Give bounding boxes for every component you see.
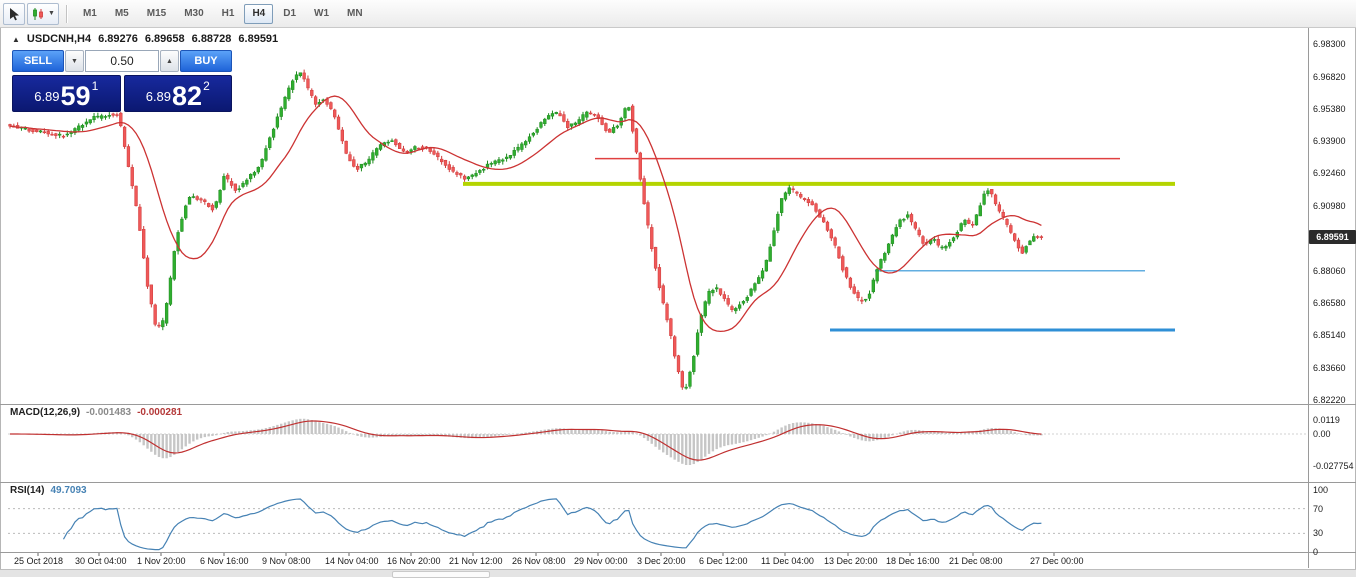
ma-line [9,95,1042,333]
one-click-toggle-icon[interactable]: ▲ [12,34,20,44]
candlesticks [8,69,1044,390]
buy-button[interactable]: BUY [180,50,232,72]
chart-type-dropdown[interactable]: ▼ [27,2,59,25]
timeframe-button-m1[interactable]: M1 [75,4,105,24]
volume-input[interactable] [85,50,159,72]
macd-value: -0.001483 [86,407,132,418]
timeframe-button-mn[interactable]: MN [339,4,371,24]
one-click-trading-panel: SELL ▼ ▲ BUY 6.89 59 1 6.89 82 2 [12,50,232,112]
macd-indicator [8,418,1306,465]
macd-name: MACD(12,26,9) [10,407,81,418]
chart-canvas[interactable] [0,28,1356,577]
ohlc-header: ▲ USDCNH,H4 6.89276 6.89658 6.88728 6.89… [12,33,278,45]
window-bottom-edge [0,569,1356,578]
symbol-timeframe-label: USDCNH,H4 [26,33,92,45]
toolbar-separator [65,4,67,23]
candlestick-chart-icon [31,7,45,21]
timeframe-button-w1[interactable]: W1 [306,4,337,24]
buy-price-big: 82 [172,81,203,112]
macd-label: MACD(12,26,9) -0.001483 -0.000281 [10,407,182,418]
cursor-tool-button[interactable] [3,2,25,25]
cursor-icon [8,7,21,21]
timeframe-button-m15[interactable]: M15 [139,4,174,24]
close-value: 6.89591 [238,33,279,45]
sell-button[interactable]: SELL [12,50,64,72]
timeframe-button-h4[interactable]: H4 [244,3,274,24]
sell-price-big: 59 [60,81,91,112]
sell-price-sup: 1 [91,79,99,93]
buy-price-display[interactable]: 6.89 82 2 [123,75,232,112]
sell-price-display[interactable]: 6.89 59 1 [12,75,121,112]
timeframe-button-d1[interactable]: D1 [275,4,304,24]
rsi-indicator [8,498,1306,551]
chevron-down-icon: ▼ [48,10,55,17]
timeframe-button-m5[interactable]: M5 [107,4,137,24]
rsi-value: 49.7093 [50,485,87,496]
trend-lines[interactable] [463,157,1175,332]
buy-price-small: 6.89 [145,89,172,104]
volume-increase-button[interactable]: ▲ [160,50,179,72]
current-price-badge: 6.89591 [1309,229,1356,244]
timeframe-button-m30[interactable]: M30 [176,4,211,24]
buy-price-sup: 2 [203,79,210,93]
rsi-name: RSI(14) [10,485,45,496]
open-value: 6.89276 [98,33,138,45]
macd-signal-value: -0.000281 [137,407,183,418]
low-value: 6.88728 [191,33,232,45]
rsi-label: RSI(14) 49.7093 [10,485,87,496]
sell-price-small: 6.89 [34,89,60,104]
timeframe-button-h1[interactable]: H1 [214,4,243,24]
high-value: 6.89658 [144,33,185,45]
volume-decrease-button[interactable]: ▼ [65,50,84,72]
toolbar: ▼ M1 M5 M15 M30 H1 H4 D1 W1 MN [0,0,1356,28]
timeframe-button-group: M1 M5 M15 M30 H1 H4 D1 W1 MN [74,3,372,24]
